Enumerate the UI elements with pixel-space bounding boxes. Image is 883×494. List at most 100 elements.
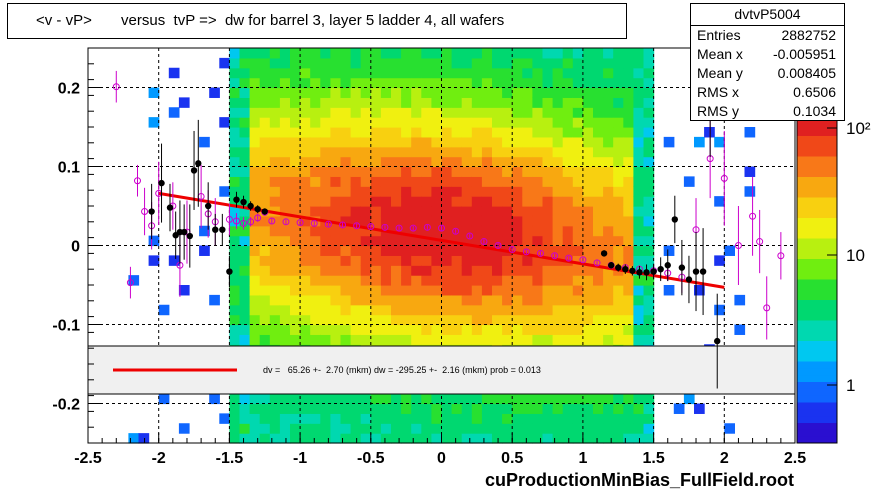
- heatmap-cell: [239, 57, 251, 69]
- heatmap-cell: [562, 67, 574, 79]
- heatmap-cell: [613, 304, 624, 316]
- heatmap-cell: [269, 156, 281, 168]
- heatmap-cell: [330, 67, 342, 79]
- heatmap-cell: [229, 304, 241, 316]
- heatmap-cell: [401, 275, 412, 286]
- heatmap-cell: [370, 146, 382, 158]
- x-tick-label: 0: [437, 450, 446, 467]
- colorbar-label: 10²: [846, 119, 871, 138]
- heatmap-cell: [552, 314, 564, 326]
- heatmap-cell: [330, 166, 342, 177]
- heatmap-cell: [552, 423, 564, 434]
- heatmap-cell: [340, 324, 352, 335]
- heatmap-cell: [542, 334, 554, 345]
- heatmap-cell: [633, 67, 645, 79]
- heatmap-cell: [229, 294, 241, 306]
- heatmap-cell: [290, 275, 301, 286]
- heatmap-cell: [290, 304, 301, 316]
- heatmap-cell: [249, 314, 261, 326]
- heatmap-cell: [401, 304, 412, 316]
- heatmap-cell: [441, 314, 453, 326]
- heatmap-cell: [623, 245, 634, 256]
- heatmap-cell: [350, 255, 362, 266]
- heatmap-cell: [542, 87, 554, 98]
- magenta-point: [734, 242, 742, 249]
- heatmap-cell: [613, 255, 624, 266]
- heatmap-cell: [613, 117, 624, 128]
- heatmap-cell: [229, 176, 241, 187]
- heatmap-cell: [380, 265, 392, 276]
- heatmap-cell: [421, 285, 432, 296]
- heatmap-cell: [492, 423, 503, 434]
- heatmap-cell: [249, 48, 261, 59]
- colorbar-cell: [797, 306, 837, 314]
- heatmap-cell: [532, 196, 544, 207]
- heatmap-cell: [249, 206, 261, 217]
- heatmap-cell: [603, 48, 614, 59]
- heatmap-cell: [532, 146, 544, 158]
- magenta-point: [480, 238, 488, 246]
- heatmap-cell: [552, 77, 564, 89]
- heatmap-cell: [582, 413, 594, 424]
- stats-label: Mean x: [697, 46, 743, 62]
- heatmap-cell: [380, 215, 392, 227]
- heatmap-cell: [461, 67, 473, 79]
- heatmap-cell: [411, 413, 422, 424]
- heatmap-cell: [300, 304, 311, 316]
- heatmap-cell: [380, 136, 392, 148]
- heatmap-cell: [502, 67, 513, 79]
- heatmap-cell: [431, 334, 443, 345]
- heatmap-cell: [461, 433, 473, 444]
- heatmap-cell: [431, 67, 443, 79]
- heatmap-cell: [512, 285, 523, 296]
- heatmap-cell: [593, 117, 604, 128]
- heatmap-cell: [401, 127, 412, 138]
- heatmap-cell: [633, 433, 645, 444]
- heatmap-cell: [481, 433, 493, 444]
- heatmap-cell: [391, 117, 402, 128]
- heatmap-cell: [481, 265, 493, 276]
- heatmap-cell: [401, 186, 412, 197]
- heatmap-cell: [370, 324, 382, 335]
- heatmap-cell: [290, 285, 301, 296]
- heatmap-cell: [643, 255, 655, 266]
- heatmap-cell: [582, 48, 594, 59]
- heatmap-cell: [441, 166, 453, 177]
- heatmap-cell: [290, 97, 301, 108]
- heatmap-cell: [542, 245, 554, 256]
- heatmap-cell: [310, 245, 321, 256]
- heatmap-cell: [552, 117, 564, 128]
- heatmap-cell: [522, 413, 533, 424]
- heatmap-cell: [643, 176, 655, 187]
- heatmap-cell: [522, 255, 533, 266]
- heatmap-cell: [522, 304, 533, 316]
- heatmap-cell: [562, 107, 574, 118]
- heatmap-cell: [380, 206, 392, 217]
- magenta-point: [565, 254, 573, 262]
- heatmap-cell: [249, 285, 261, 296]
- heatmap-cell: [542, 107, 554, 118]
- heatmap-cell: [401, 107, 412, 118]
- heatmap-cell: [259, 196, 271, 207]
- heatmap-cell: [370, 215, 382, 227]
- heatmap-cell: [421, 48, 432, 59]
- heatmap-cell: [603, 324, 614, 335]
- heatmap-cell: [744, 186, 756, 197]
- heatmap-cell: [461, 245, 473, 256]
- heatmap-cell: [451, 77, 463, 89]
- heatmap-cell: [239, 314, 251, 326]
- heatmap-cell: [532, 186, 544, 197]
- heatmap-cell: [330, 176, 342, 187]
- heatmap-cell: [552, 324, 564, 335]
- heatmap-cell: [603, 156, 614, 168]
- heatmap-cell: [350, 245, 362, 256]
- heatmap-cell: [411, 294, 422, 306]
- heatmap-cell: [532, 265, 544, 276]
- heatmap-cell: [532, 117, 544, 128]
- black-point: [148, 208, 155, 215]
- heatmap-cell: [633, 97, 645, 108]
- heatmap-cell: [582, 225, 594, 237]
- heatmap-cell: [229, 146, 241, 158]
- heatmap-cell: [239, 294, 251, 306]
- heatmap-cell: [441, 285, 453, 296]
